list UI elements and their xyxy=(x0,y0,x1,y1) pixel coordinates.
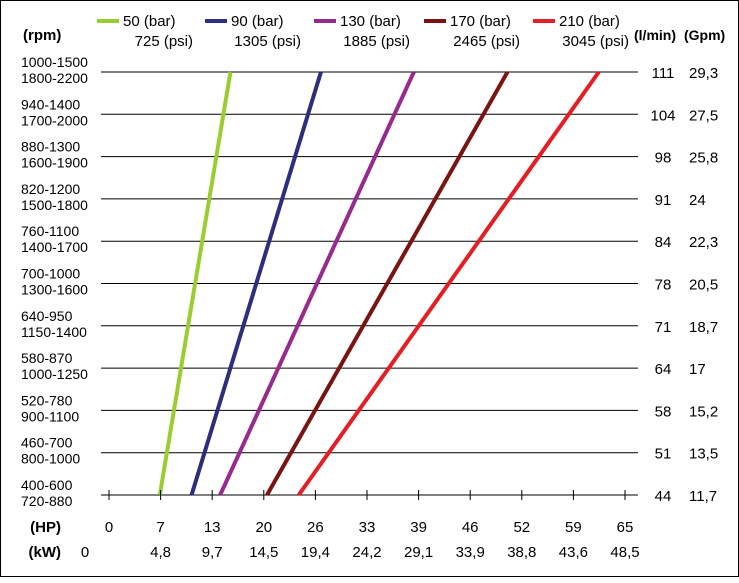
rpm-range-label: 760-1100 xyxy=(21,223,79,239)
gpm-value: 27,5 xyxy=(689,107,718,124)
legend-psi-label: 1885 (psi) xyxy=(343,33,410,50)
lpm-value: 104 xyxy=(650,107,675,124)
lpm-value: 71 xyxy=(655,319,672,336)
kw-tick-label: 33,9 xyxy=(456,544,485,561)
lpm-value: 84 xyxy=(655,234,672,251)
legend-bar-label: 210 (bar) xyxy=(559,13,620,30)
hp-tick-label: 33 xyxy=(359,519,376,536)
gpm-value: 15,2 xyxy=(689,403,718,420)
gpm-value: 18,7 xyxy=(689,319,718,336)
rpm-range-label: 460-700 xyxy=(21,435,73,451)
hp-tick-label: 20 xyxy=(255,519,272,536)
kw-tick-label: 0 xyxy=(81,544,89,561)
hp-tick-label: 59 xyxy=(565,519,582,536)
hp-tick-label: 46 xyxy=(462,519,479,536)
legend-bar-label: 50 (bar) xyxy=(123,13,176,30)
rpm-range-label: 640-950 xyxy=(21,308,73,324)
legend-bar-label: 90 (bar) xyxy=(231,13,284,30)
rpm-range-label: 820-1200 xyxy=(21,181,80,197)
lpm-value: 91 xyxy=(655,192,672,209)
hp-tick-label: 13 xyxy=(204,519,221,536)
lpm-value: 58 xyxy=(655,403,672,420)
lpm-value: 78 xyxy=(655,277,672,294)
hp-tick-label: 52 xyxy=(513,519,530,536)
kw-tick-label: 38,8 xyxy=(507,544,536,561)
hp-tick-label: 26 xyxy=(307,519,324,536)
kw-tick-label: 19,4 xyxy=(301,544,330,561)
rpm-range-label: 1700-2000 xyxy=(21,112,88,128)
gpm-value: 17 xyxy=(689,361,706,378)
lpm-value: 51 xyxy=(655,446,672,463)
hp-tick-label: 65 xyxy=(617,519,634,536)
kw-tick-label: 9,7 xyxy=(202,544,223,561)
grid-lines xyxy=(101,72,638,495)
lpm-value: 111 xyxy=(652,65,675,82)
legend-psi-label: 725 (psi) xyxy=(135,33,193,50)
gpm-value: 25,8 xyxy=(689,150,718,167)
rpm-range-label: 1150-1400 xyxy=(21,324,87,340)
rpm-range-label: 1500-1800 xyxy=(21,197,88,213)
legend-psi-label: 2465 (psi) xyxy=(453,33,520,50)
rpm-range-label: 1400-1700 xyxy=(21,239,88,255)
rpm-range-label: 1300-1600 xyxy=(21,282,88,298)
rpm-range-label: 880-1300 xyxy=(21,139,80,155)
rpm-range-label: 1800-2200 xyxy=(21,70,88,86)
rpm-range-label: 1600-1900 xyxy=(21,155,88,171)
gpm-header: (Gpm) xyxy=(684,27,725,43)
lpm-value: 64 xyxy=(655,361,672,378)
hp-tick-label: 39 xyxy=(410,519,427,536)
rpm-range-label: 940-1400 xyxy=(21,96,80,112)
kw-tick-label: 4,8 xyxy=(150,544,171,561)
legend-psi-label: 1305 (psi) xyxy=(234,33,301,50)
lpm-header: (l/min) xyxy=(634,27,676,43)
rpm-range-label: 520-780 xyxy=(21,392,73,408)
rpm-header: (rpm) xyxy=(23,27,61,44)
hp-axis-label: (HP) xyxy=(30,519,61,536)
legend-bar-label: 130 (bar) xyxy=(340,13,401,30)
rpm-range-label: 800-1000 xyxy=(21,451,80,467)
gpm-value: 20,5 xyxy=(689,277,718,294)
hp-tick-label: 7 xyxy=(156,519,164,536)
kw-tick-label: 24,2 xyxy=(352,544,381,561)
gpm-value: 13,5 xyxy=(689,446,718,463)
legend: 50 (bar) 725 (psi) 90 (bar) 1305 (psi) 130 (… xyxy=(97,13,629,50)
gpm-value: 29,3 xyxy=(689,65,718,82)
legend-bar-label: 170 (bar) xyxy=(450,13,511,30)
rpm-range-label: 1000-1250 xyxy=(21,366,88,382)
legend-psi-label: 3045 (psi) xyxy=(562,33,629,50)
rpm-range-label: 700-1000 xyxy=(21,266,80,282)
kw-axis-label: (kW) xyxy=(29,544,62,561)
rpm-range-label: 1000-1500 xyxy=(21,54,88,70)
rpm-range-label: 400-600 xyxy=(21,477,73,493)
gpm-value: 11,7 xyxy=(689,488,717,505)
axes: 00 7 4,8 13 9,7 20 14,5 26 19,4 33 24,2 39 29,1 46 33,… xyxy=(81,490,640,561)
kw-tick-label: 29,1 xyxy=(404,544,433,561)
hp-tick-label: 0 xyxy=(105,519,113,536)
rpm-range-label: 580-870 xyxy=(21,350,73,366)
lpm-value: 44 xyxy=(655,488,672,505)
rpm-range-label: 720-880 xyxy=(21,493,73,509)
kw-tick-label: 48,5 xyxy=(610,544,639,561)
kw-tick-label: 14,5 xyxy=(249,544,278,561)
kw-tick-label: 43,6 xyxy=(559,544,588,561)
gpm-value: 22,3 xyxy=(689,234,718,251)
rpm-range-label: 900-1100 xyxy=(21,408,79,424)
lpm-value: 98 xyxy=(655,150,672,167)
gpm-value: 24 xyxy=(689,192,706,209)
